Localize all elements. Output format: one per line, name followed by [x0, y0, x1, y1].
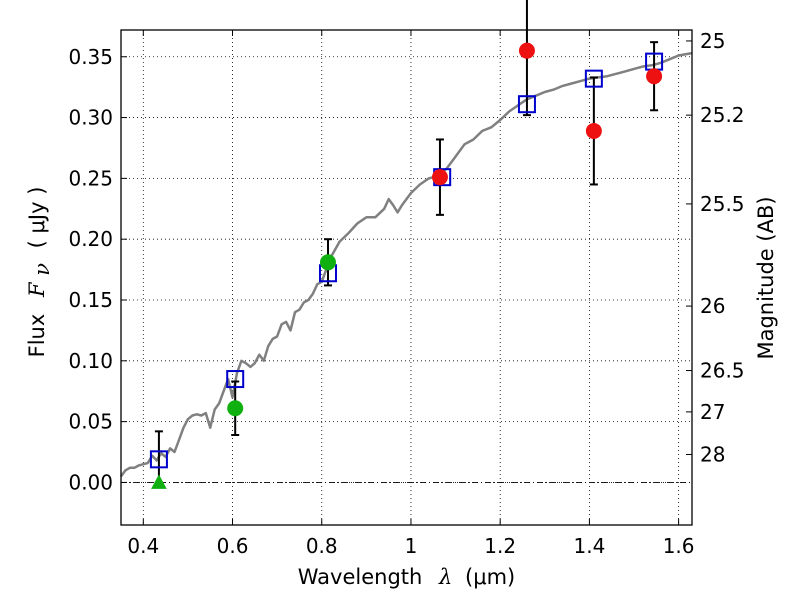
x-tick-label: 0.6	[217, 534, 249, 558]
x-tick-label: 0.4	[127, 534, 159, 558]
green-data-point	[319, 254, 336, 271]
model-square-marker	[226, 370, 245, 389]
x-label-prefix: Wavelength	[298, 565, 423, 589]
model-square-marker	[517, 95, 536, 114]
y-tick-label: 0.35	[68, 45, 113, 69]
x-tick-label: 1.2	[484, 534, 516, 558]
model-square-marker	[584, 69, 603, 88]
y-tick-label: 0.20	[68, 227, 113, 251]
red-data-point	[518, 42, 535, 59]
y-label-symbol: F	[25, 281, 49, 298]
x-label-symbol: λ	[438, 565, 452, 589]
mag-tick-label: 28	[700, 442, 725, 466]
green-data-point	[227, 400, 244, 417]
y-axis-label: Flux F ν ( μJy )	[25, 187, 54, 358]
x-tick-label: 0.8	[306, 534, 338, 558]
model-square-marker	[149, 450, 168, 469]
data-markers	[149, 42, 664, 489]
y-label-subscript: ν	[30, 263, 54, 276]
mag-tick-label: 25.2	[700, 103, 745, 127]
model-sed-layer	[119, 51, 693, 478]
x-tick-label: 1	[405, 534, 418, 558]
red-data-point	[646, 68, 663, 85]
y-label-unit: ( μJy )	[25, 187, 49, 249]
y-tick-label: 0.15	[68, 288, 113, 312]
mag-tick-label: 26.5	[700, 359, 745, 383]
y-tick-label: 0.30	[68, 106, 113, 130]
mag-tick-label: 26	[700, 294, 725, 318]
x-tick-label: 1.6	[663, 534, 695, 558]
red-data-point	[431, 169, 448, 186]
y-tick-label: 0.05	[68, 410, 113, 434]
x-label-unit: (μm)	[465, 565, 515, 589]
grid	[121, 30, 692, 525]
y-label-prefix: Flux	[25, 314, 49, 358]
y-tick-label: 0.25	[68, 166, 113, 190]
y-tick-label: 0.10	[68, 349, 113, 373]
x-axis-label: Wavelength λ (μm)	[298, 565, 515, 589]
plot-frame	[120, 29, 693, 526]
model-sed-line	[119, 51, 693, 478]
red-data-point	[585, 122, 602, 139]
mag-tick-label: 27	[700, 400, 725, 424]
x-tick-label: 1.4	[573, 534, 605, 558]
y-tick-label: 0.00	[68, 470, 113, 494]
mag-tick-label: 25	[700, 29, 725, 53]
ticks: 0.4 0.6 0.8 1 1.2 1.4 1.6 0.00 0.05 0.10 0.15 0.20 0…	[68, 29, 744, 558]
mag-tick-label: 25.5	[700, 192, 745, 216]
green-upper-limit-marker	[151, 474, 167, 489]
right-axis-label: Magnitude (AB)	[754, 196, 778, 359]
